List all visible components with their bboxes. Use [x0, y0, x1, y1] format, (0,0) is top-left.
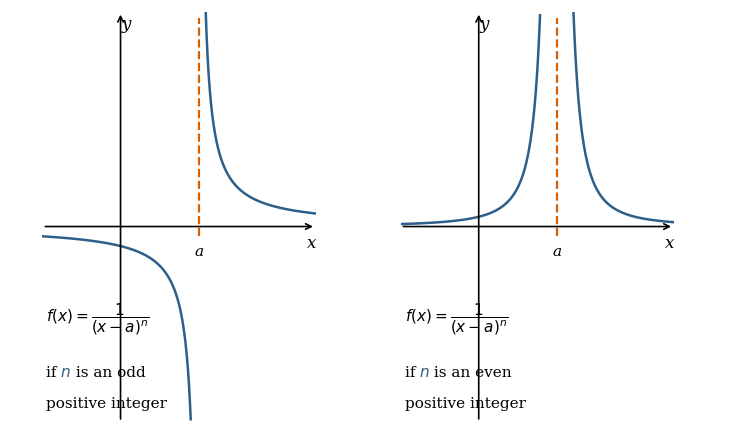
Text: is an odd: is an odd	[71, 365, 145, 379]
Text: a: a	[194, 245, 203, 259]
Text: y: y	[121, 16, 131, 33]
Text: $n$: $n$	[61, 364, 71, 379]
Text: positive integer: positive integer	[404, 396, 526, 410]
Text: $f(x) = \dfrac{1}{(x-a)^n}$: $f(x) = \dfrac{1}{(x-a)^n}$	[46, 301, 150, 336]
Text: is an even: is an even	[429, 365, 512, 379]
Text: x: x	[307, 234, 317, 251]
Text: if: if	[404, 365, 420, 379]
Text: a: a	[552, 245, 561, 259]
Text: x: x	[665, 234, 675, 251]
Text: $f(x) = \dfrac{1}{(x-a)^n}$: $f(x) = \dfrac{1}{(x-a)^n}$	[404, 301, 508, 336]
Text: $n$: $n$	[419, 364, 429, 379]
Text: y: y	[480, 16, 489, 33]
Text: positive integer: positive integer	[46, 396, 167, 410]
Text: if: if	[46, 365, 61, 379]
